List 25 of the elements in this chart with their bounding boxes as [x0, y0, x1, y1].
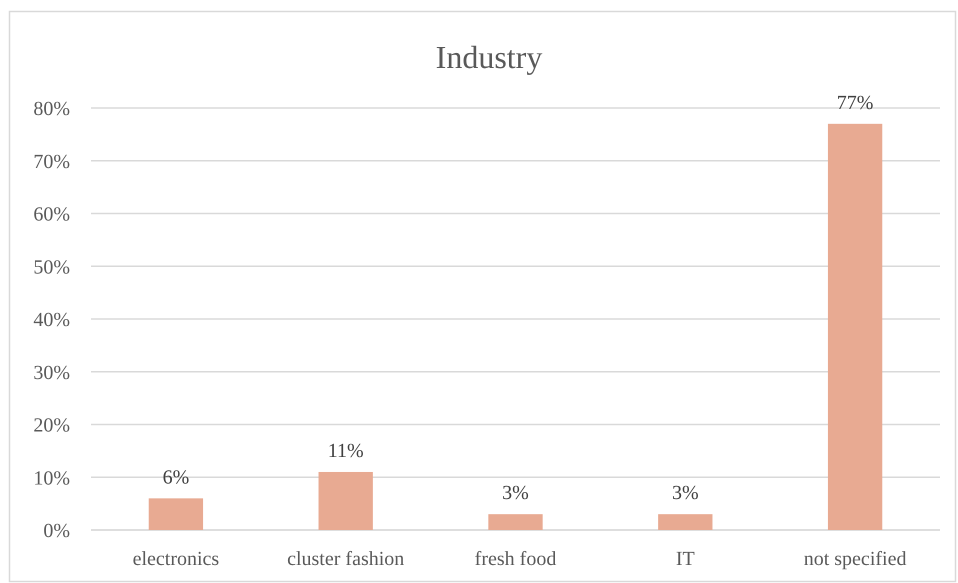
y-tick-label: 80%: [33, 98, 70, 120]
y-tick-label: 70%: [33, 150, 70, 173]
data-label: 11%: [328, 440, 364, 462]
y-tick-label: 40%: [33, 309, 70, 331]
y-tick-label: 60%: [33, 204, 70, 226]
bar: [488, 514, 543, 530]
y-tick-label: 50%: [33, 256, 70, 278]
x-tick-label: cluster fashion: [287, 548, 404, 570]
data-label: 77%: [836, 92, 874, 114]
x-tick-label: not specified: [804, 548, 906, 570]
data-label: 3%: [502, 482, 529, 504]
y-tick-label: 0%: [43, 520, 70, 542]
y-tick-label: 30%: [33, 362, 70, 384]
bar: [318, 472, 373, 530]
x-tick-label: electronics: [132, 548, 220, 570]
x-tick-label: fresh food: [474, 548, 556, 570]
y-tick-label: 10%: [33, 467, 70, 490]
chart-title: Industry: [436, 39, 542, 75]
data-label: 3%: [672, 482, 699, 504]
bar: [148, 498, 204, 530]
y-tick-label: 20%: [33, 414, 70, 436]
bar: [658, 514, 712, 530]
data-label: 6%: [162, 466, 190, 488]
bar: [828, 124, 882, 530]
x-tick-label: IT: [676, 548, 695, 570]
